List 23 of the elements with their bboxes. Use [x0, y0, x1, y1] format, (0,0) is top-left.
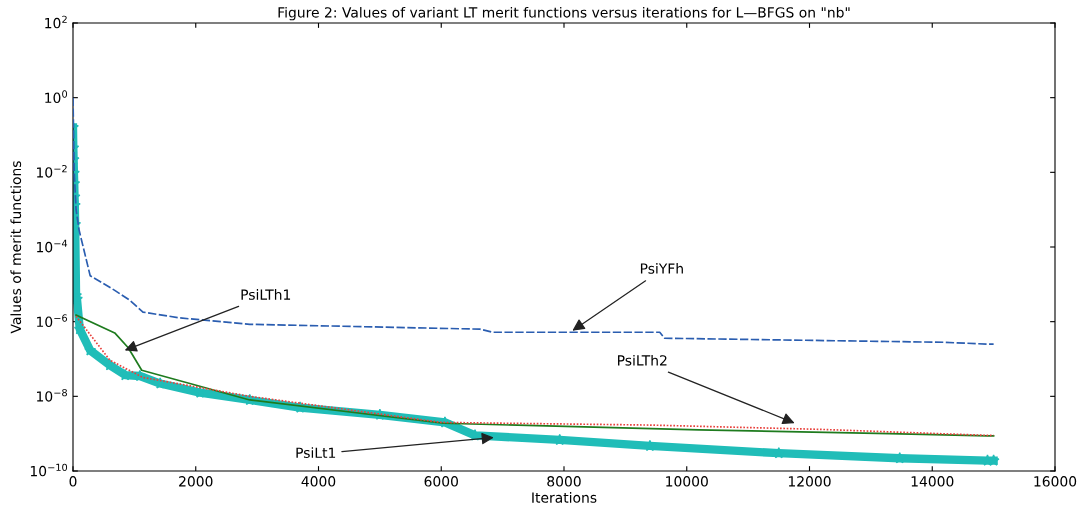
annotation: PsiLt1 — [296, 447, 336, 458]
x-tick-label: 2000 — [179, 476, 213, 487]
y-tick-label: 10$^{−2}$ — [37, 164, 67, 178]
y-tick-label: 10$^{−4}$ — [37, 239, 68, 253]
x-tick-label: 0 — [69, 476, 77, 487]
x-tick-label: 14000 — [911, 476, 954, 487]
y-tick-label: 10$^{2}$ — [45, 15, 67, 29]
x-tick-label: 6000 — [424, 476, 458, 487]
x-tick-label: 12000 — [788, 476, 831, 487]
y-tick-label: 10$^{0}$ — [45, 90, 68, 104]
y-tick-label: 10$^{−6}$ — [37, 314, 68, 328]
x-tick-label: 8000 — [547, 476, 581, 487]
x-tick-label: 4000 — [301, 476, 336, 487]
y-tick-label: 10$^{−8}$ — [37, 388, 67, 402]
x-tick-label: 10000 — [666, 476, 708, 487]
chart-title: Figure 2: Values of variant LT merit functions versus iterations for L—BFGS on "nb" — [278, 6, 850, 21]
x-axis-title: Iterations — [532, 492, 597, 503]
annotation: PsiYFh — [640, 263, 683, 274]
x-tick-label: 16000 — [1034, 476, 1077, 487]
y-axis-title: Values of merit functions — [10, 161, 22, 334]
annotation: PsiLTh2 — [618, 354, 667, 366]
y-tick-label: 10$^{−10}$ — [30, 463, 68, 477]
annotation: PsiLTh1 — [241, 289, 291, 300]
